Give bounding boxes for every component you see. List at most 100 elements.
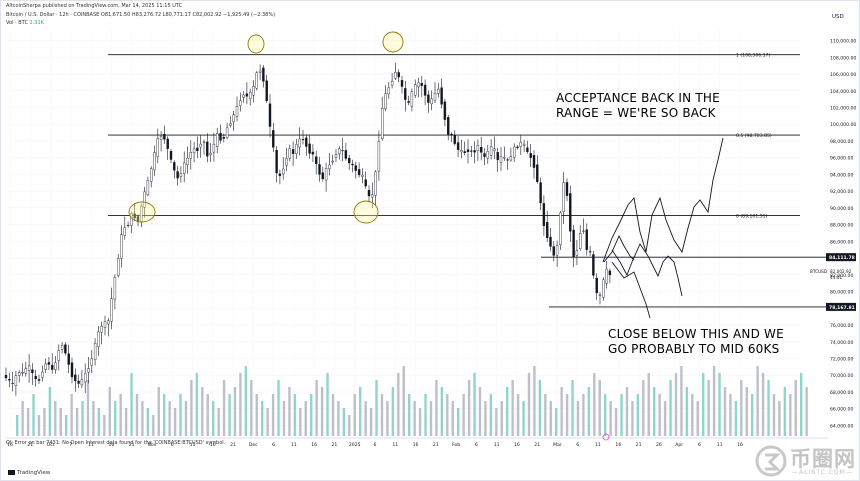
volume-bar xyxy=(609,401,612,436)
candle-body xyxy=(24,368,27,374)
volume-bar xyxy=(723,387,727,436)
volume-bar xyxy=(805,387,808,436)
highlight-circle xyxy=(128,201,156,223)
candle-body xyxy=(215,133,219,147)
candle-body xyxy=(496,152,499,161)
x-tick-label: 6 xyxy=(576,442,579,448)
candle-body xyxy=(384,93,387,110)
volume-bar xyxy=(418,408,422,436)
price-axis[interactable]: 64,000.00 66,000.00 68,000.00 70,000.00 72,0… xyxy=(810,14,856,429)
volume-bar xyxy=(571,380,574,436)
candle-body xyxy=(338,148,341,155)
level-label: 0.5 (98,703.85) xyxy=(736,133,772,139)
volume-bar xyxy=(201,387,204,436)
volume-bar xyxy=(598,380,601,436)
candle-body xyxy=(605,268,608,284)
candle-body xyxy=(219,133,222,141)
volume-bar xyxy=(277,380,280,436)
tradingview-logo-icon xyxy=(8,470,15,475)
candle-body xyxy=(486,151,489,159)
volume-bar xyxy=(604,394,607,436)
candle-body xyxy=(54,362,57,370)
volume-bar xyxy=(114,401,117,436)
x-tick-label: 6 xyxy=(698,442,701,448)
volume-bar xyxy=(740,380,743,436)
volume-bar xyxy=(222,380,226,436)
volume-bar xyxy=(206,394,209,436)
candle-body xyxy=(179,173,183,177)
candle-body xyxy=(513,146,516,158)
candle-body xyxy=(308,143,311,154)
volume-bar xyxy=(304,401,307,436)
candle-body xyxy=(107,320,110,325)
volume-bar xyxy=(685,387,689,436)
candle-body xyxy=(272,130,275,148)
volume-bar xyxy=(625,387,629,436)
price-badge xyxy=(826,302,856,311)
volume-bar xyxy=(408,394,411,436)
oi-error-message: OI: Error on bar 7431: No Open Interest … xyxy=(6,440,226,446)
volume-bar xyxy=(614,408,618,436)
candle-body xyxy=(433,92,437,101)
volume-bar xyxy=(718,373,721,436)
candle-body xyxy=(546,222,549,238)
volume-bar xyxy=(778,401,781,436)
y-tick-label: 74,000.00 xyxy=(830,340,853,346)
candle-body xyxy=(509,156,513,161)
candle-body xyxy=(447,117,450,135)
x-tick-label: 21 xyxy=(534,442,540,448)
volume-bar xyxy=(549,401,552,436)
volume-bar xyxy=(261,401,264,436)
highlight-circle xyxy=(247,34,265,54)
candle-body xyxy=(569,193,572,232)
candle-body xyxy=(268,103,272,127)
y-tick-label: 68,000.00 xyxy=(830,390,853,396)
candle-body xyxy=(80,379,84,386)
volume-bar xyxy=(663,401,667,436)
candle-body xyxy=(90,358,94,366)
x-tick-label: 11 xyxy=(595,442,601,448)
tradingview-brand[interactable]: TradingView xyxy=(8,470,50,476)
volume-bar xyxy=(32,394,35,436)
time-axis[interactable]: 16 21 Oct 7 11 16 21 Nov 6 11 16 21 Dec 6 11 16 21 2025 6 1… xyxy=(7,442,743,448)
candle-body xyxy=(41,371,44,378)
candle-body xyxy=(344,150,348,159)
volume-bar xyxy=(647,373,650,436)
volume-bar xyxy=(130,373,133,436)
candle-body xyxy=(305,137,308,147)
volume-bar xyxy=(212,401,215,436)
candle-body xyxy=(450,133,453,136)
candle-body xyxy=(18,372,21,376)
volume-bar xyxy=(533,366,536,436)
volume-bar xyxy=(119,394,122,436)
candle-body xyxy=(44,363,47,370)
candle-body xyxy=(149,168,153,182)
x-tick-label: 11 xyxy=(291,442,297,448)
volume-bar xyxy=(636,394,640,436)
volume-bar xyxy=(565,394,569,436)
candle-body xyxy=(364,179,367,187)
candle-body xyxy=(265,80,268,101)
candle-body xyxy=(97,331,100,348)
candle-body xyxy=(288,148,291,159)
candle-body xyxy=(60,344,64,350)
candle-body xyxy=(367,190,371,197)
candle-body xyxy=(420,83,423,86)
volume-bar xyxy=(620,394,623,436)
level-label: 0 (89,101.51) xyxy=(736,213,768,219)
projection-path xyxy=(611,261,651,319)
close-below-note: CLOSE BELOW THIS AND WE GO PROBABLY TO M… xyxy=(608,327,784,356)
candle-body xyxy=(301,139,305,141)
candle-body xyxy=(232,114,235,123)
volume-bar xyxy=(228,394,231,436)
volume-bar xyxy=(538,380,542,436)
candle-body xyxy=(456,142,460,150)
volume-bar xyxy=(359,387,362,436)
candle-body xyxy=(258,70,262,73)
volume-bar xyxy=(642,380,645,436)
usd-label: USD xyxy=(832,14,844,20)
y-tick-label: 88,000.00 xyxy=(830,223,853,229)
y-tick-label: 106,000.00 xyxy=(830,72,856,78)
candle-body xyxy=(334,154,338,158)
